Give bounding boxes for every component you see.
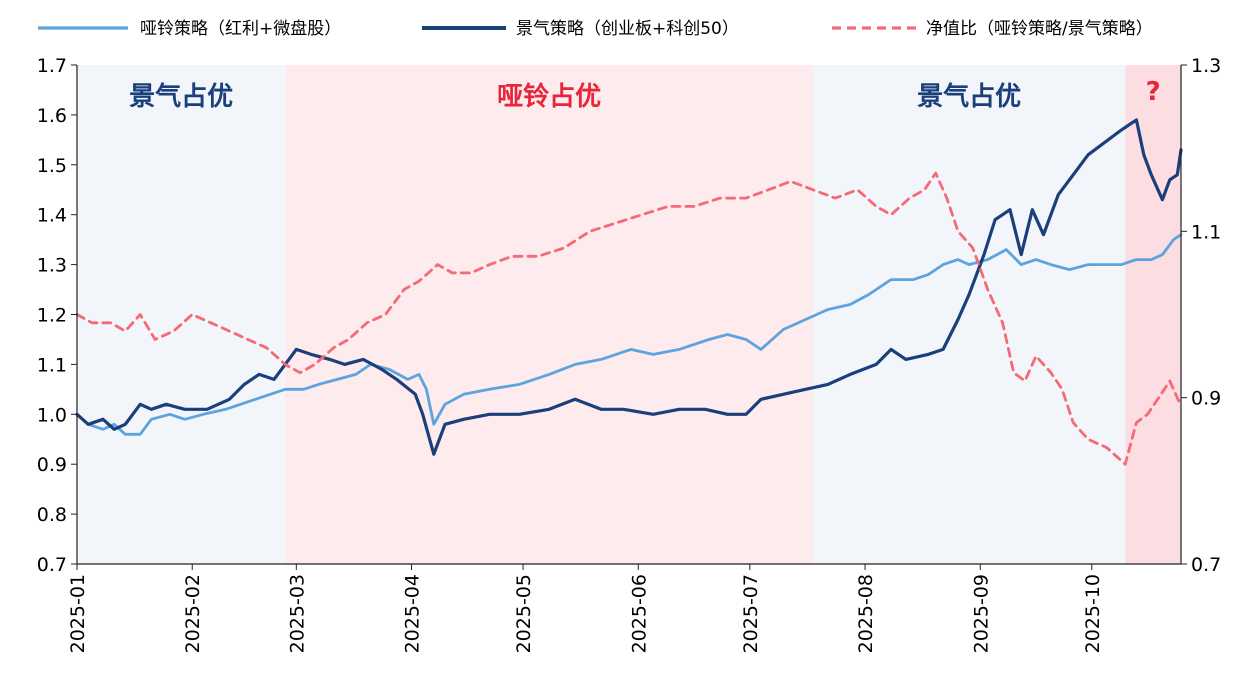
y-left-tick-label: 1.2 [37, 305, 67, 327]
y-left-tick-label: 1.5 [37, 155, 67, 177]
legend-label-3: 净值比（哑铃策略/景气策略） [926, 19, 1153, 39]
series-line-1 [75, 233, 1183, 436]
x-tick-label: 2025-09 [970, 574, 992, 653]
y-right-tick-label: 0.9 [1191, 388, 1221, 410]
region-label: 景气占优 [129, 81, 233, 112]
legend-label-1: 哑铃策略（红利+微盘股） [140, 19, 341, 39]
x-tick-label: 2025-02 [182, 574, 204, 653]
y-right-tick-label: 0.7 [1191, 554, 1221, 576]
y-left-tick-label: 0.9 [37, 454, 67, 476]
region-band [285, 65, 813, 564]
legend-label-2: 景气策略（创业板+科创50） [516, 19, 739, 39]
x-tick-label: 2025-07 [740, 574, 762, 653]
region-label: 景气占优 [917, 81, 1021, 112]
y-left-tick-label: 1.6 [37, 105, 67, 127]
x-tick-label: 2025-03 [286, 574, 308, 653]
region-band [1125, 65, 1181, 564]
y-left-tick-label: 1.1 [37, 354, 67, 376]
y-right-tick-label: 1.1 [1191, 221, 1221, 243]
region-label: ? [1146, 77, 1161, 107]
y-left-tick-label: 0.7 [37, 554, 67, 576]
x-tick-label: 2025-05 [513, 574, 535, 653]
region-band [813, 65, 1126, 564]
y-left-tick-label: 0.8 [37, 504, 67, 526]
y-right-tick-label: 1.3 [1191, 55, 1221, 77]
y-left-tick-label: 1.0 [37, 404, 67, 426]
y-left-tick-label: 1.3 [37, 255, 67, 277]
x-tick-label: 2025-10 [1082, 574, 1104, 653]
x-tick-label: 2025-08 [855, 574, 877, 653]
y-left-tick-label: 1.7 [37, 55, 67, 77]
y-left-tick-label: 1.4 [37, 205, 67, 227]
region-label: 哑铃占优 [497, 82, 601, 112]
series-line-3 [75, 171, 1183, 466]
x-tick-label: 2025-01 [67, 574, 89, 653]
x-tick-label: 2025-06 [628, 574, 650, 653]
x-tick-label: 2025-04 [402, 574, 424, 653]
region-band [77, 65, 286, 564]
series-line-2 [75, 118, 1183, 456]
